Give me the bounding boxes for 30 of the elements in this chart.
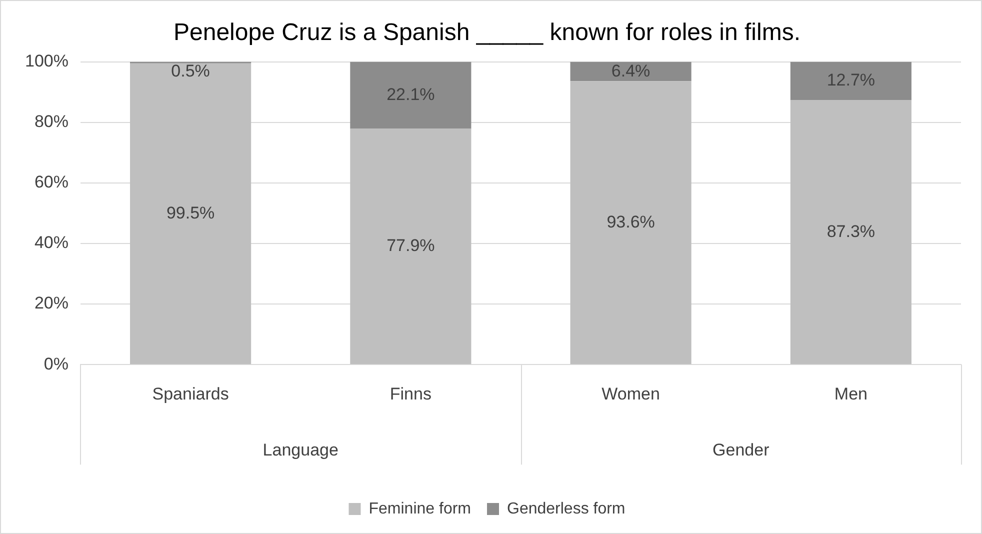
legend-label: Feminine form — [368, 500, 471, 518]
data-label: 0.5% — [171, 61, 210, 80]
data-label: 22.1% — [386, 84, 435, 104]
data-label: 6.4% — [611, 61, 650, 80]
bar — [790, 62, 912, 100]
bar — [570, 62, 692, 82]
y-tick-label: 20% — [34, 294, 68, 313]
y-tick-label: 0% — [44, 354, 68, 374]
y-tick-label: 40% — [34, 233, 68, 252]
legend-label: Genderless form — [506, 500, 626, 518]
data-label: 93.6% — [606, 212, 655, 232]
x-tick-label: Men — [834, 384, 868, 404]
bar — [570, 81, 692, 364]
bar — [130, 63, 252, 364]
data-label: 12.7% — [826, 70, 876, 90]
chart-title: Penelope Cruz is a Spanish _____ known for roles in films. — [174, 19, 800, 46]
y-tick-label: 60% — [34, 172, 68, 192]
x-tick-label: Spaniards — [152, 384, 229, 404]
data-label: 99.5% — [166, 203, 215, 222]
text: Gender — [712, 440, 770, 460]
data-label: 87.3% — [826, 222, 876, 241]
x-tick-label: Women — [602, 384, 660, 404]
bar — [350, 128, 472, 364]
bar — [790, 100, 912, 364]
y-tick-label: 100% — [24, 51, 68, 70]
text: Language — [262, 440, 338, 460]
bar — [350, 62, 472, 129]
x-tick-label: Finns — [390, 384, 432, 404]
y-tick-label: 80% — [34, 112, 68, 132]
data-label: 77.9% — [386, 236, 435, 256]
